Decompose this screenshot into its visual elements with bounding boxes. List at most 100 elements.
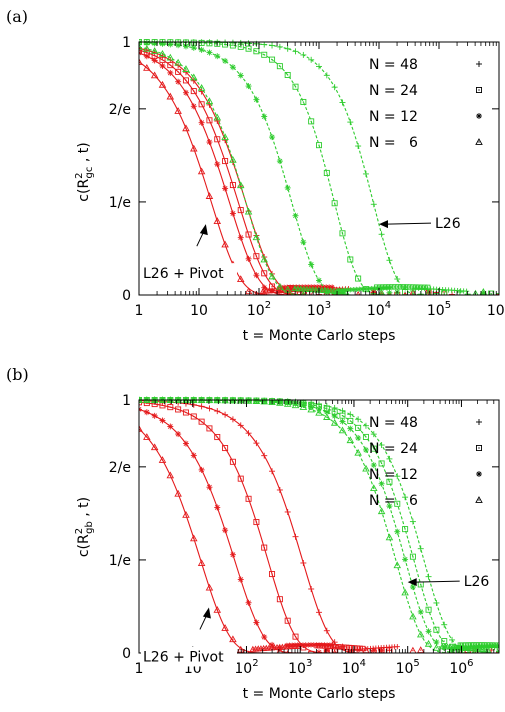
data-point (222, 527, 228, 533)
data-point (176, 407, 181, 412)
data-point (269, 134, 275, 140)
data-point (363, 295, 369, 300)
data-point (473, 295, 478, 300)
data-point (309, 295, 314, 300)
data-point (238, 72, 244, 78)
data-point (269, 57, 274, 62)
data-point (159, 457, 165, 462)
data-point (293, 534, 299, 540)
legend-marker (476, 471, 482, 477)
data-point (393, 285, 397, 289)
x-tick-label: 102 (234, 658, 258, 677)
y-tick-label: 1 (122, 393, 131, 409)
panel-a-xlabel: t = Monte Carlo steps (243, 328, 396, 344)
y-tick-label: 0 (122, 288, 131, 304)
data-point (261, 453, 267, 459)
legend-label: N = 6 (369, 135, 418, 151)
data-point (309, 119, 314, 124)
data-point (269, 43, 275, 49)
data-point (465, 295, 471, 301)
data-point (418, 647, 424, 652)
data-point (387, 285, 392, 290)
panel-a-label: (a) (6, 7, 28, 26)
data-point (230, 459, 235, 464)
panel-b-series (136, 397, 502, 659)
data-point (175, 491, 181, 496)
x-tick-label: 102 (247, 300, 271, 319)
data-point (441, 622, 447, 628)
legend-label: N = 24 (369, 441, 418, 457)
series-markers-plus (136, 45, 471, 301)
series-line-l26-pivot-star (139, 409, 499, 653)
data-point (347, 645, 351, 649)
data-point (410, 648, 416, 653)
data-point (144, 409, 150, 415)
data-point (309, 651, 314, 656)
annotation-arrowhead (200, 224, 208, 235)
y-tick-label: 1/e (109, 195, 131, 211)
data-point (285, 618, 290, 623)
legend-label: N = 6 (369, 493, 418, 509)
data-point (355, 450, 361, 455)
annotation-label-l26: L26 (435, 216, 461, 232)
data-point (253, 97, 259, 103)
panel-b-label: (b) (6, 365, 29, 384)
data-point (339, 653, 345, 658)
legend-label: N = 48 (369, 415, 418, 431)
data-point (347, 653, 353, 659)
data-point (254, 254, 259, 259)
data-point (316, 277, 322, 283)
data-point (324, 414, 330, 419)
x-tick-label: 103 (288, 658, 312, 677)
annotation-label-l26-pivot: L26 + Pivot (143, 649, 224, 665)
data-point (418, 609, 424, 615)
data-point (199, 120, 205, 126)
x-tick-label: 105 (396, 658, 420, 677)
data-point (371, 201, 377, 207)
data-point (339, 295, 345, 300)
data-point (347, 119, 353, 125)
data-point (253, 619, 259, 625)
data-point (230, 552, 236, 558)
legend-marker (476, 87, 481, 92)
data-point (253, 272, 259, 278)
data-point (410, 614, 416, 619)
data-point (339, 427, 345, 432)
chart-panel-b: (b) 1 10 102 103 104 105 10601/e2/e1 c(R2gb , … (6, 365, 502, 702)
series-markers-square (136, 40, 493, 301)
x-tick-label: 104 (342, 658, 366, 677)
data-point (191, 414, 196, 419)
data-point (285, 46, 291, 52)
chart-panel-a: (a) 11010210310410510601/e2/e1 c(R2gc , … (6, 7, 505, 344)
data-point (199, 403, 205, 409)
data-point (379, 461, 384, 466)
data-point (246, 232, 251, 237)
x-tick-label: 103 (307, 300, 331, 319)
legend-marker (476, 113, 482, 119)
data-point (238, 235, 244, 241)
data-point (433, 645, 439, 650)
data-point (332, 84, 338, 90)
data-point (402, 295, 408, 301)
data-point (293, 653, 299, 658)
data-point (214, 607, 220, 612)
annotation-label-l26: L26 (464, 574, 490, 590)
panel-b-legend: N = 48N = 24N = 12N = 6 (369, 415, 482, 509)
data-point (167, 472, 173, 477)
data-point (340, 413, 345, 418)
legend-marker (476, 497, 482, 502)
data-point (246, 496, 251, 501)
data-point (496, 653, 502, 659)
data-point (222, 185, 228, 191)
series-line-l26-pivot-triangle (139, 62, 499, 295)
data-point (396, 285, 400, 289)
data-point (262, 52, 267, 57)
x-tick-label: 105 (427, 300, 451, 319)
data-point (316, 295, 322, 301)
data-point (191, 452, 197, 458)
data-point (449, 653, 455, 659)
data-point (293, 48, 299, 54)
data-point (410, 519, 416, 525)
data-point (246, 40, 252, 46)
panel-b-xlabel: t = Monte Carlo steps (243, 686, 396, 702)
